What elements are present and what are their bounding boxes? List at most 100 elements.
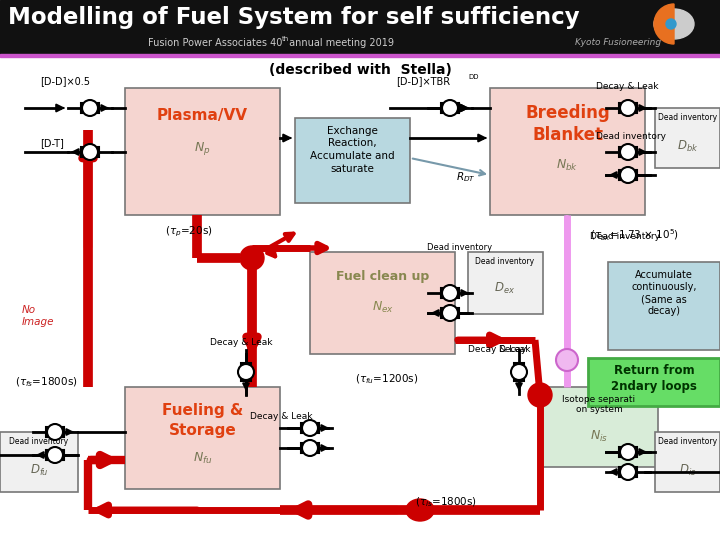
Text: ($\tau_{bk}$=1.73 × 10$^5$): ($\tau_{bk}$=1.73 × 10$^5$) xyxy=(590,228,679,244)
Text: Fueling &: Fueling & xyxy=(162,403,243,418)
Text: $D_{ex}$: $D_{ex}$ xyxy=(495,280,516,295)
Text: Accumulate: Accumulate xyxy=(635,270,693,280)
Circle shape xyxy=(620,144,636,160)
Text: $R_{DT}$: $R_{DT}$ xyxy=(456,170,476,184)
Text: Blanket: Blanket xyxy=(532,126,603,144)
Bar xyxy=(490,88,645,215)
Text: decay): decay) xyxy=(647,306,680,316)
Bar xyxy=(619,147,637,157)
Text: Exchange: Exchange xyxy=(327,126,378,136)
Text: Dead inventory: Dead inventory xyxy=(596,132,666,141)
Text: Plasma/VV: Plasma/VV xyxy=(157,108,248,123)
Text: Storage: Storage xyxy=(168,423,236,438)
Bar xyxy=(468,252,543,314)
Text: (described with  Stella): (described with Stella) xyxy=(269,63,451,77)
Circle shape xyxy=(620,100,636,116)
Bar xyxy=(241,363,251,381)
Bar xyxy=(310,252,455,354)
Circle shape xyxy=(556,349,578,371)
Bar xyxy=(441,288,459,298)
Circle shape xyxy=(82,100,98,116)
Bar xyxy=(540,387,658,467)
Text: No
Image: No Image xyxy=(22,305,55,327)
Bar xyxy=(46,450,64,460)
Bar xyxy=(81,147,99,157)
Bar xyxy=(655,432,720,492)
Text: Isotope separati: Isotope separati xyxy=(562,395,636,404)
Circle shape xyxy=(442,285,458,301)
Text: (Same as: (Same as xyxy=(641,294,687,304)
Ellipse shape xyxy=(654,9,694,39)
Ellipse shape xyxy=(406,499,434,521)
Text: saturate: saturate xyxy=(330,164,374,174)
Text: $D_{is}$: $D_{is}$ xyxy=(679,462,696,477)
Text: Dead inventory: Dead inventory xyxy=(428,243,492,252)
Bar xyxy=(619,447,637,457)
Text: Decay & Leak: Decay & Leak xyxy=(210,338,272,347)
Text: $N_{ex}$: $N_{ex}$ xyxy=(372,300,394,315)
Circle shape xyxy=(666,19,676,29)
Text: 2ndary loops: 2ndary loops xyxy=(611,380,697,393)
Text: $N_p$: $N_p$ xyxy=(194,140,211,157)
Bar xyxy=(619,170,637,180)
Circle shape xyxy=(511,364,527,380)
Bar xyxy=(441,308,459,318)
Text: Decay: Decay xyxy=(498,345,526,354)
Text: th: th xyxy=(282,36,289,42)
Bar xyxy=(608,262,720,350)
Text: ($\tau_{is}$=1800s): ($\tau_{is}$=1800s) xyxy=(415,495,477,509)
Bar xyxy=(441,103,459,113)
Bar xyxy=(301,423,319,433)
Circle shape xyxy=(302,440,318,456)
Wedge shape xyxy=(654,4,674,44)
Circle shape xyxy=(47,424,63,440)
Text: ($\tau_{fu}$=1200s): ($\tau_{fu}$=1200s) xyxy=(355,372,418,386)
Bar xyxy=(0,0,720,56)
Text: [D-T]: [D-T] xyxy=(40,138,64,148)
Bar xyxy=(125,387,280,489)
Circle shape xyxy=(620,167,636,183)
Text: $D_{fu}$: $D_{fu}$ xyxy=(30,462,48,477)
Text: Accumulate and: Accumulate and xyxy=(310,151,395,161)
Bar xyxy=(125,88,280,215)
Text: $N_{bk}$: $N_{bk}$ xyxy=(557,158,579,173)
Text: Modelling of Fuel System for self sufficiency: Modelling of Fuel System for self suffic… xyxy=(8,6,580,29)
Text: Fusion Power Associates 40: Fusion Power Associates 40 xyxy=(148,38,282,48)
Text: [D-D]×TBR: [D-D]×TBR xyxy=(396,76,450,86)
Text: $N_{fu}$: $N_{fu}$ xyxy=(193,451,212,466)
Circle shape xyxy=(620,464,636,480)
Text: Reaction,: Reaction, xyxy=(328,138,377,148)
Text: ($\tau_{fs}$=1800s): ($\tau_{fs}$=1800s) xyxy=(15,375,78,389)
Text: Fuel clean up: Fuel clean up xyxy=(336,270,429,283)
Text: Kyoto Fusioneering: Kyoto Fusioneering xyxy=(575,38,661,47)
Bar xyxy=(81,103,99,113)
Bar xyxy=(588,358,720,406)
Text: Return from: Return from xyxy=(613,364,694,377)
Text: Breeding: Breeding xyxy=(525,104,610,122)
Circle shape xyxy=(47,447,63,463)
Text: $D_{bk}$: $D_{bk}$ xyxy=(677,138,698,153)
Bar xyxy=(619,467,637,477)
Text: DD: DD xyxy=(468,74,479,80)
Text: Dead inventory: Dead inventory xyxy=(590,232,660,241)
Circle shape xyxy=(442,100,458,116)
Text: Dead inventory: Dead inventory xyxy=(658,113,717,122)
Text: $N_{is}$: $N_{is}$ xyxy=(590,429,608,444)
Bar xyxy=(655,108,720,168)
Bar xyxy=(46,427,64,437)
Bar xyxy=(514,363,524,381)
Circle shape xyxy=(302,420,318,436)
Bar xyxy=(295,118,410,203)
Text: ($\tau_p$=20s): ($\tau_p$=20s) xyxy=(165,225,212,239)
Circle shape xyxy=(528,383,552,407)
Text: on system: on system xyxy=(575,405,622,414)
Bar xyxy=(619,103,637,113)
Text: continuously,: continuously, xyxy=(631,282,697,292)
Bar xyxy=(301,443,319,453)
Text: Dead inventory: Dead inventory xyxy=(658,437,717,446)
Text: Decay & Leak: Decay & Leak xyxy=(468,345,531,354)
Text: Dead inventory: Dead inventory xyxy=(475,257,534,266)
Bar xyxy=(0,54,720,57)
Circle shape xyxy=(238,364,254,380)
Bar xyxy=(0,432,78,492)
